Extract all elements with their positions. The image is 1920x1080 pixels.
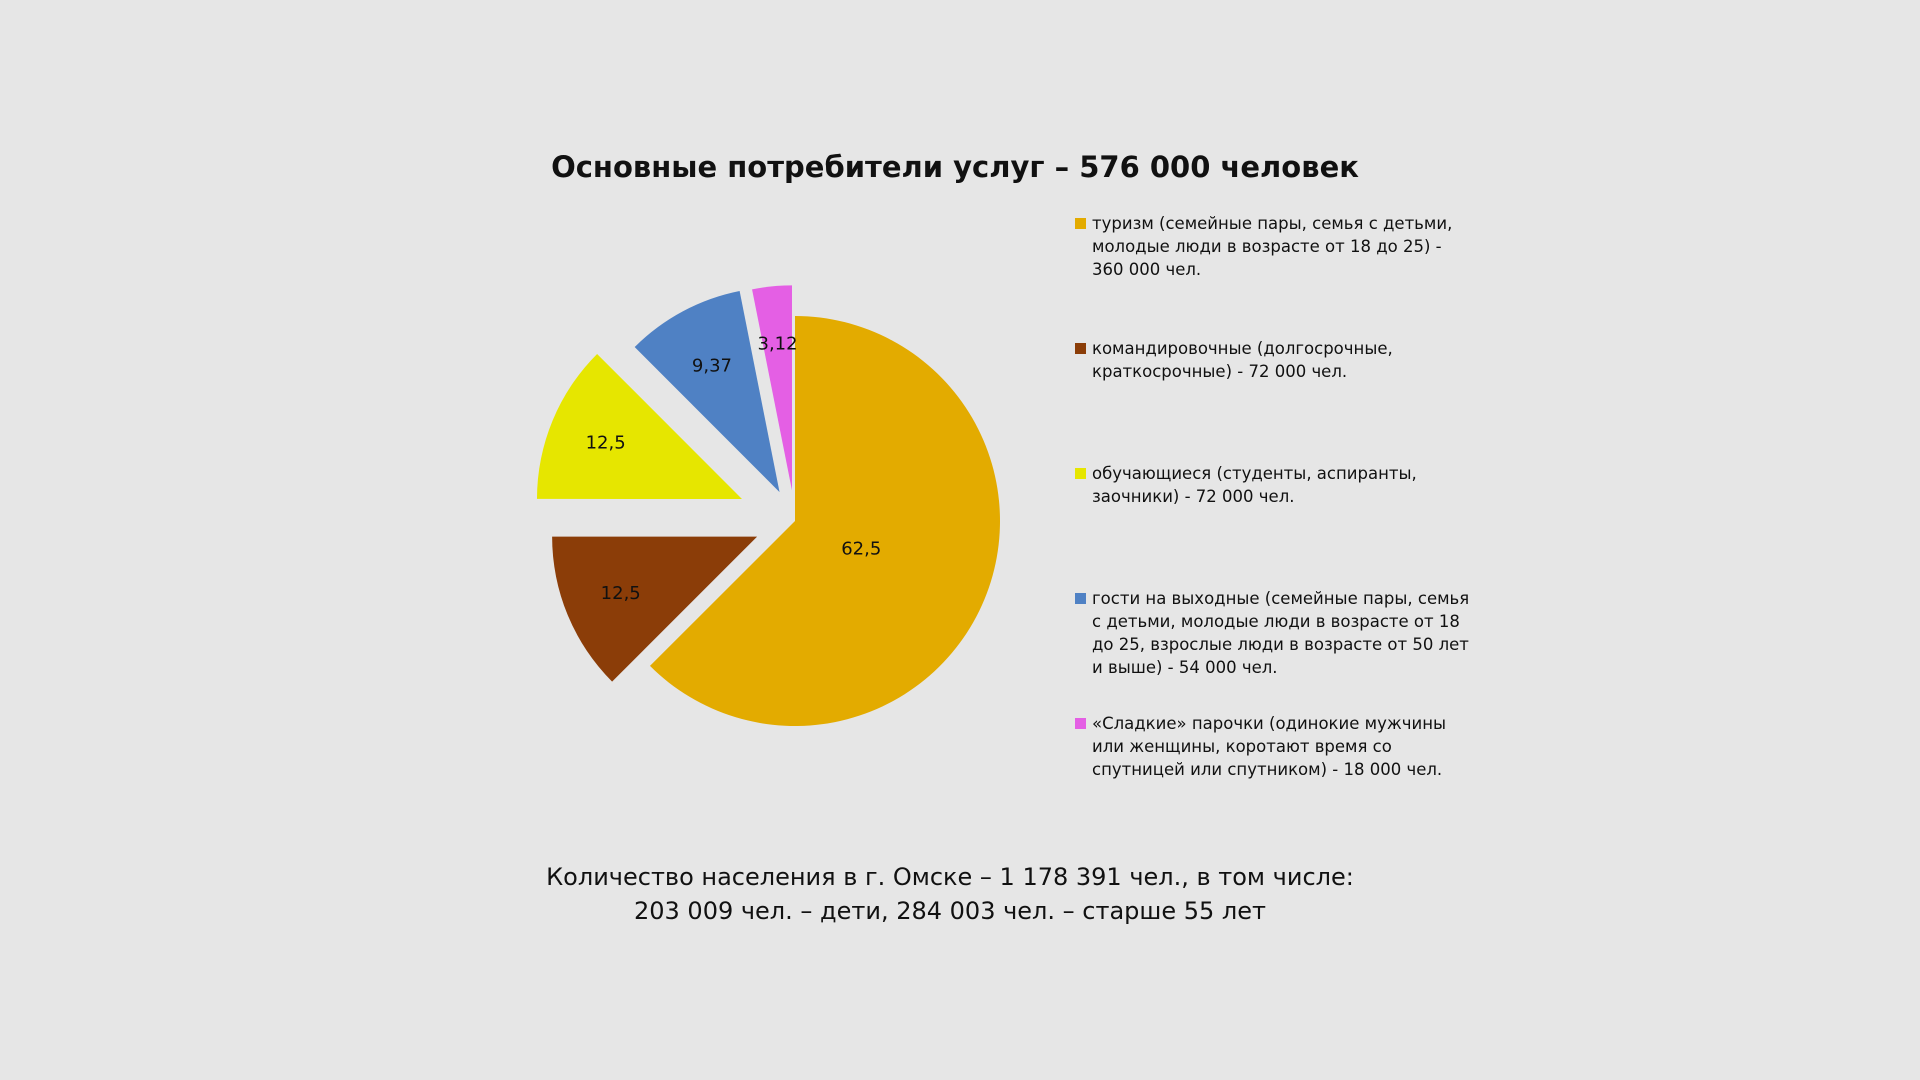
slice-label: 62,5 xyxy=(841,538,881,559)
legend-text: «Сладкие» парочки (одинокие мужчины или … xyxy=(1092,714,1447,779)
legend-swatch xyxy=(1075,468,1086,479)
slice-label: 3,12 xyxy=(758,334,798,355)
pie-slice xyxy=(752,285,792,491)
legend-item: гости на выходные (семейные пары, семья … xyxy=(1074,587,1474,679)
legend-item: обучающиеся (студенты, аспиранты, заочни… xyxy=(1074,462,1474,508)
legend-item: «Сладкие» парочки (одинокие мужчины или … xyxy=(1074,712,1474,781)
pie-slice xyxy=(552,536,758,682)
legend-text: туризм (семейные пары, семья с детьми, м… xyxy=(1092,214,1453,279)
population-note: Количество населения в г. Омске – 1 178 … xyxy=(0,860,1900,928)
legend-text: командировочные (долгосрочные, краткосро… xyxy=(1092,339,1393,381)
legend-item: командировочные (долгосрочные, краткосро… xyxy=(1074,337,1474,383)
legend-swatch xyxy=(1075,593,1086,604)
legend-item: туризм (семейные пары, семья с детьми, м… xyxy=(1074,212,1474,281)
legend-swatch xyxy=(1075,218,1086,229)
legend-swatch xyxy=(1075,718,1086,729)
legend-text: гости на выходные (семейные пары, семья … xyxy=(1092,589,1470,677)
pie-slice xyxy=(649,316,1000,726)
pie-slice xyxy=(536,353,742,500)
slice-label: 12,5 xyxy=(601,583,641,604)
population-note-line-1: Количество населения в г. Омске – 1 178 … xyxy=(546,863,1354,891)
population-note-line-2: 203 009 чел. – дети, 284 003 чел. – стар… xyxy=(633,897,1266,925)
chart-title: Основные потребители услуг – 576 000 чел… xyxy=(551,150,1359,184)
legend-swatch xyxy=(1075,343,1086,354)
slice-label: 12,5 xyxy=(586,432,626,453)
pie-slice xyxy=(634,290,780,493)
legend-text: обучающиеся (студенты, аспиранты, заочни… xyxy=(1092,464,1417,506)
slice-label: 9,37 xyxy=(692,355,732,376)
